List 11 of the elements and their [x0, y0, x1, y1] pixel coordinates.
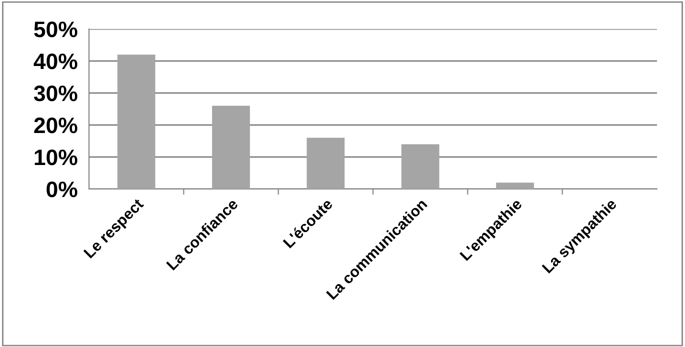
bar: [401, 144, 440, 189]
bar: [496, 182, 534, 189]
bar: [212, 106, 250, 189]
bar: [306, 138, 345, 189]
y-tick-label: 0%: [46, 182, 78, 198]
y-tick-label: 10%: [34, 150, 78, 166]
y-tick-label: 40%: [34, 54, 78, 70]
y-tick-label: 50%: [34, 22, 78, 38]
y-tick-label: 30%: [34, 86, 78, 102]
y-tick-label: 20%: [34, 118, 78, 134]
bar: [117, 54, 156, 189]
